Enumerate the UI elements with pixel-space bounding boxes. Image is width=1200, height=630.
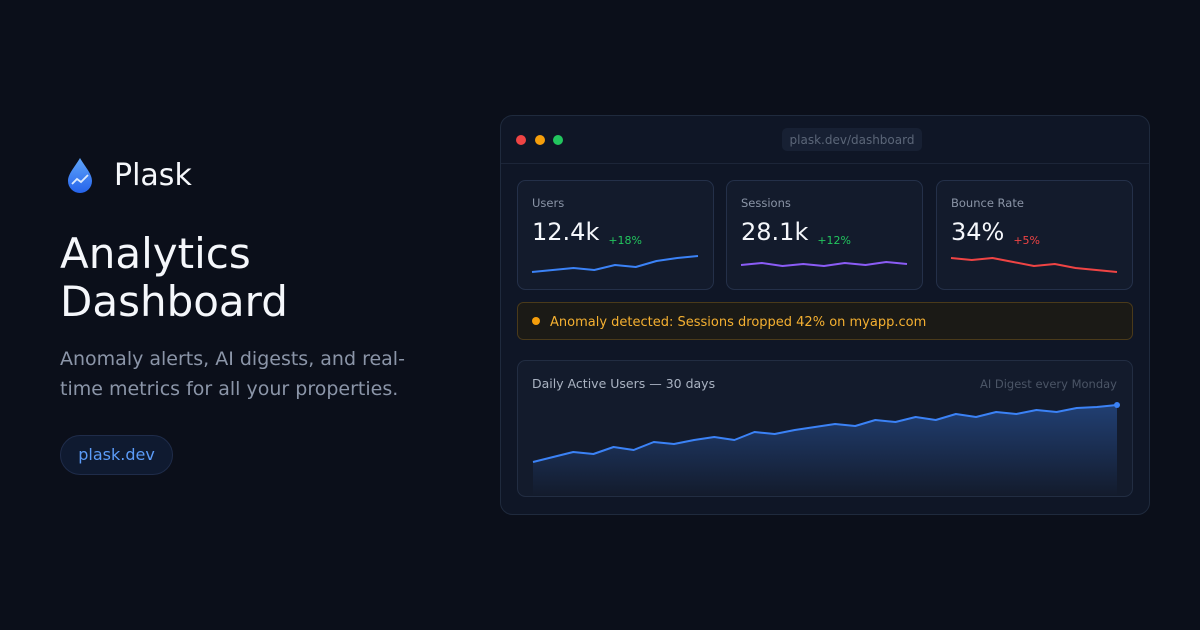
sparkline [950,257,1118,273]
area-fill [533,405,1117,496]
metric-change: +18% [608,234,642,247]
url: plask.dev/dashboard [790,133,915,147]
window-dot [516,135,526,145]
hero-subtitle: Anomaly alerts, AI digests, and real-tim… [60,348,405,400]
line [532,404,1118,463]
logo [68,158,92,193]
chart-title: Daily Active Users — 30 days [532,376,715,391]
metric-value: 12.4k [532,218,599,246]
end-point [1114,402,1120,408]
metric-change: +5% [1013,234,1040,247]
metric-change: +12% [817,234,851,247]
sparkline [531,255,699,273]
window-dot [535,135,545,145]
metric-value: 34% [951,218,1004,246]
alert-text: Anomaly detected: Sessions dropped 42% o… [550,315,926,330]
metric-card [517,180,714,290]
alert-box [517,302,1133,340]
metric-card [936,180,1133,290]
hero-title: Analytics Dashboard [60,229,288,326]
metric-value: 28.1k [741,218,808,246]
brand: Plask [114,158,192,193]
logo-glyph [71,174,89,185]
metric-card [726,180,923,290]
metric-label: Sessions [741,196,791,210]
alert-dot [532,317,540,325]
chart-note: AI Digest every Monday [980,377,1117,391]
site-link[interactable]: plask.dev [60,435,173,475]
sparkline [740,261,908,267]
url-bar [782,128,922,151]
metric-label: Bounce Rate [951,196,1024,210]
window-dot [553,135,563,145]
metric-label: Users [532,196,564,210]
